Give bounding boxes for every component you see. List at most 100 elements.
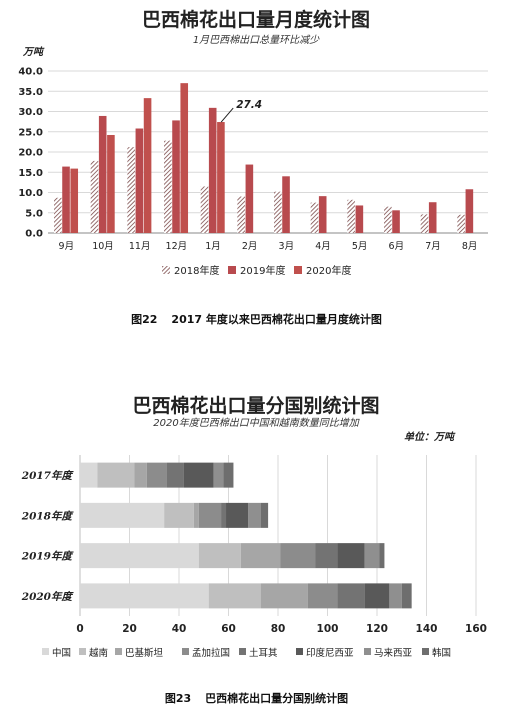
bar-2018年度 (384, 206, 392, 233)
bar-segment-韩国 (379, 543, 385, 569)
y-tick-label: 25.0 (18, 127, 43, 138)
bar-2019年度 (392, 210, 400, 233)
bar-2019年度 (62, 166, 70, 233)
bar-2018年度 (127, 147, 135, 233)
figure-22-number: 图22 (131, 313, 158, 326)
x-tick-label: 4月 (315, 241, 331, 252)
y-tick-label: 20.0 (18, 148, 43, 159)
bar-segment-巴基斯坦 (134, 462, 147, 488)
bar-2019年度 (465, 189, 474, 233)
bar-segment-马来西亚 (213, 462, 224, 488)
x-tick-label: 3月 (279, 241, 295, 252)
legend-label: 2018年度 (174, 264, 219, 277)
bar-2018年度 (164, 140, 172, 233)
legend-label: 韩国 (432, 647, 451, 659)
bar-segment-马来西亚 (248, 502, 261, 528)
x-tick-label: 140 (416, 623, 438, 635)
legend-swatch (182, 648, 189, 655)
legend-label: 马来西亚 (374, 648, 413, 659)
x-tick-label: 160 (465, 623, 487, 635)
bar-segment-印度尼西亚 (337, 543, 365, 569)
bar-segment-马来西亚 (389, 583, 402, 609)
bar-segment-中国 (80, 543, 199, 569)
bar-2019年度 (98, 115, 107, 233)
bar-2019年度 (428, 202, 437, 233)
x-tick-label: 0 (76, 623, 83, 635)
legend-swatch (115, 648, 122, 655)
figure-23-caption: 图23 巴西棉花出口量分国别统计图 (0, 690, 513, 706)
bar-segment-孟加拉国 (146, 462, 167, 488)
bar-2019年度 (282, 176, 290, 233)
y-tick-label: 2017年度 (21, 469, 75, 482)
chart2-unit: 单位：万吨 (404, 431, 456, 443)
bar-2020年度 (217, 122, 225, 233)
bar-segment-孟加拉国 (307, 583, 338, 609)
bar-segment-巴基斯坦 (240, 543, 281, 569)
annotation-leader (220, 107, 234, 123)
y-tick-label: 10.0 (18, 188, 43, 199)
bar-segment-土耳其 (315, 543, 338, 569)
x-tick-label: 1月 (205, 241, 221, 252)
x-tick-label: 40 (172, 623, 187, 635)
bar-segment-中国 (80, 583, 209, 609)
bar-2020年度 (180, 83, 189, 234)
legend-label: 2020年度 (306, 264, 351, 277)
bar-segment-土耳其 (221, 502, 227, 528)
legend-label: 中国 (52, 647, 71, 659)
bar-2018年度 (457, 214, 465, 233)
y-tick-label: 2020年度 (21, 590, 75, 603)
bar-segment-韩国 (223, 462, 234, 488)
x-tick-label: 12月 (166, 241, 188, 252)
legend-swatch (296, 648, 303, 655)
bar-segment-印度尼西亚 (364, 583, 390, 609)
y-tick-label: 15.0 (18, 168, 43, 179)
bar-segment-越南 (164, 502, 194, 528)
legend-label: 孟加拉国 (192, 647, 230, 659)
y-tick-label: 2019年度 (21, 550, 75, 563)
legend-swatch (422, 648, 429, 655)
x-tick-label: 80 (271, 623, 286, 635)
y-tick-label: 40.0 (18, 67, 43, 78)
bar-2018年度 (347, 199, 355, 233)
legend-swatch (228, 266, 236, 274)
x-tick-label: 8月 (462, 241, 478, 252)
bar-segment-印度尼西亚 (183, 462, 214, 488)
bar-2019年度 (245, 164, 254, 233)
bar-segment-巴基斯坦 (193, 502, 199, 528)
country-export-chart: 巴西棉花出口量分国别统计图 2020年度巴西棉出口中国和越南数量同比增加 单位：… (21, 394, 487, 659)
bar-2018年度 (90, 160, 99, 233)
bar-2018年度 (274, 191, 282, 233)
chart1-title: 巴西棉花出口量月度统计图 (142, 8, 370, 31)
x-tick-label: 20 (122, 623, 137, 635)
bar-segment-韩国 (260, 502, 269, 528)
figure-23-number: 图23 (164, 692, 192, 705)
bar-segment-土耳其 (337, 583, 365, 609)
bar-segment-中国 (80, 502, 165, 528)
figure-22-text: 2017 年度以来巴西棉花出口量月度统计图 (171, 313, 382, 326)
bar-segment-巴基斯坦 (260, 583, 308, 609)
x-tick-label: 2月 (242, 241, 258, 252)
y-tick-label: 30.0 (18, 107, 43, 118)
bar-segment-越南 (198, 543, 241, 569)
x-tick-label: 9月 (59, 241, 75, 252)
bar-2020年度 (143, 98, 152, 233)
bar-2019年度 (135, 128, 144, 233)
bar-segment-孟加拉国 (198, 502, 222, 528)
legend-label: 印度尼西亚 (306, 647, 354, 659)
annotation-label: 27.4 (236, 99, 262, 111)
chart2-subtitle: 2020年度巴西棉出口中国和越南数量同比增加 (153, 417, 359, 429)
bar-2019年度 (172, 120, 180, 233)
bar-segment-韩国 (401, 583, 412, 609)
y-tick-label: 5.0 (25, 208, 43, 219)
bar-segment-马来西亚 (364, 543, 380, 569)
legend-label: 越南 (89, 647, 108, 659)
figure-22-caption: 图22 2017 年度以来巴西棉花出口量月度统计图 (0, 311, 513, 327)
legend-label: 土耳其 (249, 647, 278, 659)
chart2-title: 巴西棉花出口量分国别统计图 (132, 394, 379, 417)
x-tick-label: 120 (366, 623, 388, 635)
bar-2018年度 (237, 196, 245, 233)
legend-label: 巴基斯坦 (125, 647, 164, 659)
y-tick-label: 0.0 (25, 229, 43, 240)
legend-swatch (239, 648, 246, 655)
bar-2019年度 (318, 196, 327, 233)
